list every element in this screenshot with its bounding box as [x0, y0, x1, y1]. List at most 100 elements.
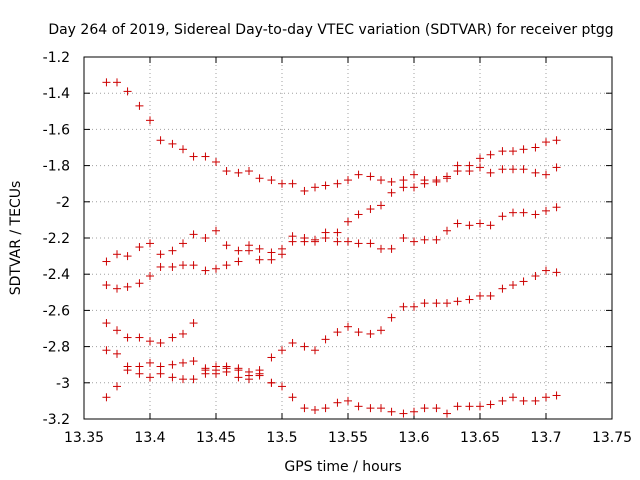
data-point	[168, 246, 177, 255]
data-point	[212, 264, 220, 273]
data-point	[443, 174, 451, 183]
data-point	[498, 284, 507, 293]
data-point	[344, 396, 352, 405]
data-point	[552, 163, 561, 172]
data-point	[420, 235, 429, 244]
data-point	[311, 183, 319, 192]
data-point	[113, 326, 121, 335]
data-point	[498, 165, 507, 174]
y-tick-label: -1.8	[43, 159, 70, 175]
data-point	[410, 170, 418, 179]
data-point	[542, 138, 550, 147]
data-point	[156, 362, 165, 371]
data-point	[354, 239, 363, 248]
data-point	[410, 407, 418, 416]
data-point	[344, 217, 352, 226]
x-axis-title: GPS time / hours	[284, 459, 401, 475]
data-point	[222, 167, 231, 176]
axis-ticks	[83, 56, 613, 420]
data-point	[201, 369, 210, 378]
data-point	[486, 291, 495, 300]
data-point	[267, 255, 276, 264]
data-point	[189, 357, 198, 366]
data-point	[542, 206, 550, 215]
data-point	[113, 382, 121, 391]
data-point	[311, 237, 319, 246]
data-point	[267, 353, 276, 362]
data-point	[366, 172, 375, 181]
data-point	[321, 335, 330, 344]
data-point	[344, 176, 352, 185]
data-point	[552, 268, 561, 277]
x-tick-label: 13.4	[134, 430, 165, 446]
tick-labels: 13.35 13.4 13.45 13.5 13.55 13.6 13.65 13.7 13.7…	[43, 50, 632, 446]
data-point	[189, 375, 198, 384]
data-point	[146, 272, 154, 281]
data-point	[387, 313, 396, 322]
data-point	[255, 244, 264, 253]
data-point	[189, 230, 198, 239]
data-point	[267, 176, 276, 185]
data-point	[453, 297, 462, 306]
data-point	[179, 375, 187, 384]
data-point	[245, 246, 253, 255]
y-tick-label: -2.6	[43, 303, 70, 319]
data-point	[333, 179, 342, 188]
x-tick-label: 13.75	[592, 430, 632, 446]
data-point	[123, 252, 132, 261]
data-point	[311, 346, 319, 355]
data-point	[278, 346, 286, 355]
data-point	[354, 402, 363, 411]
data-point	[366, 404, 375, 413]
data-point	[542, 393, 550, 402]
data-point	[377, 244, 385, 253]
data-point	[476, 163, 484, 172]
data-point	[354, 328, 363, 337]
data-point	[123, 282, 132, 291]
data-point	[201, 152, 210, 161]
y-tick-label: -2.2	[43, 231, 70, 247]
data-point	[201, 234, 210, 242]
data-point	[146, 337, 154, 346]
data-point	[399, 234, 408, 242]
data-point	[300, 342, 309, 351]
data-point	[168, 262, 177, 271]
data-point	[288, 393, 297, 402]
data-point	[531, 168, 540, 177]
data-point	[465, 167, 474, 176]
data-point	[498, 147, 507, 156]
data-point	[432, 404, 441, 413]
data-point	[168, 333, 177, 342]
data-point	[465, 402, 474, 411]
data-point	[156, 262, 165, 271]
data-point	[420, 299, 429, 308]
data-point	[113, 250, 121, 259]
data-point	[410, 302, 418, 311]
x-tick-label: 13.6	[398, 430, 429, 446]
data-point	[135, 369, 144, 378]
x-tick-label: 13.65	[460, 430, 500, 446]
data-point	[476, 402, 484, 411]
data-point	[234, 366, 243, 375]
data-point	[519, 277, 528, 286]
data-point	[113, 78, 121, 87]
data-point	[486, 400, 495, 409]
data-point	[387, 188, 396, 197]
y-axis-title: SDTVAR / TECUs	[8, 181, 24, 296]
data-point	[168, 139, 177, 148]
data-point	[333, 237, 342, 246]
data-point	[387, 244, 396, 253]
data-point	[234, 373, 243, 382]
data-point	[201, 266, 210, 275]
data-point	[443, 226, 451, 235]
data-point	[377, 404, 385, 413]
data-point	[498, 212, 507, 221]
data-point	[509, 208, 517, 217]
data-point	[168, 360, 177, 369]
data-point	[156, 136, 165, 145]
data-point	[135, 101, 144, 110]
data-point	[135, 279, 144, 288]
data-point	[255, 255, 264, 264]
data-point	[465, 221, 474, 230]
